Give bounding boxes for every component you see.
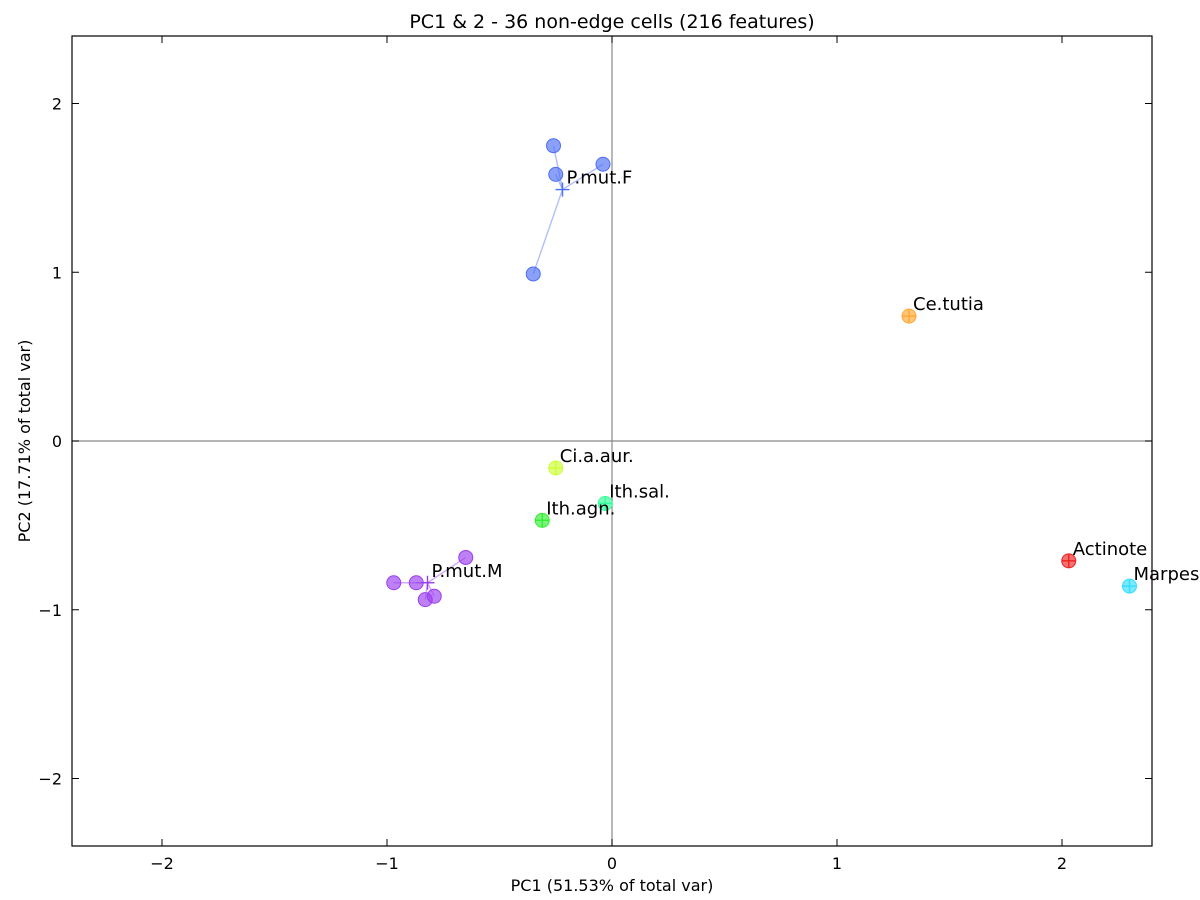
point-label: P.mut.M <box>432 561 503 582</box>
series-group: Marpes <box>1122 564 1200 594</box>
series-group: Actinote <box>1061 539 1148 569</box>
x-tick-label: 1 <box>832 854 842 873</box>
data-point <box>426 588 442 604</box>
x-tick-label: −2 <box>150 854 174 873</box>
point-label: Actinote <box>1073 539 1148 560</box>
x-tick-label: −1 <box>375 854 399 873</box>
series-group: Ce.tutia <box>901 294 984 324</box>
data-point <box>548 166 564 182</box>
series-group: P.mut.M <box>386 549 503 608</box>
data-point <box>386 575 402 591</box>
point-label: Ci.a.aur. <box>560 446 634 467</box>
series-group: Ith.agn. <box>534 498 615 528</box>
centroid-spoke <box>427 556 467 584</box>
series-group: P.mut.F <box>525 138 633 282</box>
point-label: Ith.agn. <box>546 498 615 519</box>
x-tick-label: 0 <box>607 854 617 873</box>
point-label: Ce.tutia <box>913 294 984 315</box>
data-point <box>525 266 541 282</box>
point-label: Ith.sal. <box>609 481 670 502</box>
centroid-spoke <box>562 163 604 191</box>
plot-frame <box>71 35 1153 847</box>
y-tick-label: 1 <box>52 263 62 282</box>
series-group: Ci.a.aur. <box>548 446 634 476</box>
data-point <box>546 138 561 154</box>
y-axis-title: PC2 (17.71% of total var) <box>15 340 34 543</box>
chart-title: PC1 & 2 - 36 non-edge cells (216 feature… <box>409 11 814 33</box>
y-tick-label: −2 <box>38 770 62 789</box>
data-point <box>458 549 474 565</box>
plot-area: −2 −1 0 1 2 −2 −1 0 1 2 P.mut.F P.mut.M Ce.tutia Ci.a… <box>38 35 1200 873</box>
x-axis-title: PC1 (51.53% of total var) <box>511 876 714 895</box>
point-label: Marpes <box>1134 564 1200 585</box>
y-tick-label: 2 <box>52 95 62 114</box>
point-label: P.mut.F <box>567 168 633 189</box>
y-tick-label: 0 <box>52 432 62 451</box>
series-group: Ith.sal. <box>597 481 670 511</box>
y-tick-label: −1 <box>38 601 62 620</box>
data-point <box>595 156 611 172</box>
centroid-spoke <box>532 189 564 275</box>
x-tick-label: 2 <box>1057 854 1067 873</box>
